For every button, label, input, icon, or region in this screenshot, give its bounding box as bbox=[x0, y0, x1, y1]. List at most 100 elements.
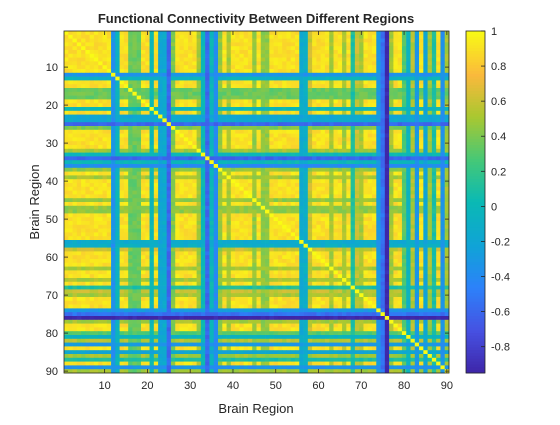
heatmap-cell bbox=[290, 145, 296, 150]
heatmap-cell bbox=[89, 221, 95, 226]
heatmap-cell bbox=[406, 236, 411, 241]
heatmap-cell bbox=[209, 141, 215, 146]
heatmap-cell bbox=[196, 88, 202, 93]
heatmap-cell bbox=[243, 99, 249, 104]
heatmap-cell bbox=[205, 198, 210, 203]
heatmap-cell bbox=[175, 46, 180, 51]
heatmap-cell bbox=[286, 152, 292, 157]
heatmap-cell bbox=[218, 107, 223, 112]
heatmap-cell bbox=[239, 95, 245, 100]
heatmap-cell bbox=[329, 65, 334, 70]
heatmap-cell bbox=[265, 129, 270, 134]
heatmap-cell bbox=[158, 167, 163, 172]
heatmap-cell bbox=[93, 232, 99, 237]
heatmap-cell bbox=[162, 145, 168, 150]
heatmap-cell bbox=[93, 72, 99, 77]
heatmap-cell bbox=[136, 137, 142, 142]
heatmap-cell bbox=[179, 103, 185, 108]
heatmap-cell bbox=[419, 53, 424, 58]
heatmap-cell bbox=[89, 42, 95, 47]
heatmap-cell bbox=[410, 160, 416, 165]
heatmap-cell bbox=[145, 34, 150, 39]
heatmap-cell bbox=[346, 103, 351, 108]
heatmap-cell bbox=[85, 217, 91, 222]
heatmap-cell bbox=[320, 205, 326, 210]
heatmap-cell bbox=[111, 42, 116, 47]
heatmap-cell bbox=[359, 179, 364, 184]
heatmap-cell bbox=[98, 228, 103, 233]
heatmap-cell bbox=[295, 65, 300, 70]
heatmap-cell bbox=[64, 133, 69, 138]
heatmap-cell bbox=[431, 31, 437, 36]
heatmap-cell bbox=[273, 88, 279, 93]
heatmap-cell bbox=[123, 76, 129, 81]
heatmap-cell bbox=[312, 42, 317, 47]
heatmap-cell bbox=[243, 202, 249, 207]
heatmap-cell bbox=[153, 110, 159, 115]
heatmap-cell bbox=[346, 156, 351, 161]
heatmap-cell bbox=[372, 133, 377, 138]
heatmap-cell bbox=[380, 137, 386, 142]
heatmap-cell bbox=[128, 46, 133, 51]
heatmap-cell bbox=[106, 126, 112, 131]
heatmap-cell bbox=[337, 156, 343, 161]
heatmap-cell bbox=[307, 61, 313, 66]
heatmap-cell bbox=[183, 224, 189, 229]
heatmap-cell bbox=[295, 38, 300, 43]
heatmap-cell bbox=[81, 126, 86, 131]
heatmap-cell bbox=[235, 34, 240, 39]
heatmap-cell bbox=[312, 194, 317, 199]
heatmap-cell bbox=[183, 50, 189, 55]
heatmap-cell bbox=[76, 202, 82, 207]
heatmap-cell bbox=[397, 34, 403, 39]
heatmap-cell bbox=[136, 57, 142, 62]
heatmap-cell bbox=[166, 129, 172, 134]
heatmap-cell bbox=[299, 103, 304, 108]
heatmap-cell bbox=[320, 160, 326, 165]
heatmap-cell bbox=[175, 224, 180, 229]
heatmap-cell bbox=[260, 183, 266, 188]
heatmap-cell bbox=[346, 38, 351, 43]
heatmap-cell bbox=[307, 183, 313, 188]
heatmap-cell bbox=[89, 133, 95, 138]
heatmap-cell bbox=[324, 91, 330, 96]
heatmap-cell bbox=[175, 232, 180, 237]
heatmap-cell bbox=[359, 232, 364, 237]
heatmap-cell bbox=[367, 103, 373, 108]
heatmap-cell bbox=[389, 232, 394, 237]
heatmap-cell bbox=[85, 183, 91, 188]
heatmap-cell bbox=[376, 57, 381, 62]
heatmap-cell bbox=[320, 80, 326, 85]
heatmap-cell bbox=[85, 91, 91, 96]
heatmap-cell bbox=[397, 152, 403, 157]
heatmap-cell bbox=[354, 126, 360, 131]
heatmap-cell bbox=[307, 186, 313, 191]
heatmap-cell bbox=[295, 118, 300, 123]
heatmap-cell bbox=[102, 175, 108, 180]
heatmap-cell bbox=[256, 84, 262, 89]
heatmap-cell bbox=[102, 232, 108, 237]
heatmap-cell bbox=[243, 164, 249, 169]
heatmap-cell bbox=[243, 183, 249, 188]
heatmap-cell bbox=[269, 38, 274, 43]
heatmap-cell bbox=[158, 156, 163, 161]
heatmap-cell bbox=[158, 213, 163, 218]
heatmap-cell bbox=[192, 186, 197, 191]
heatmap-cell bbox=[380, 164, 386, 169]
heatmap-cell bbox=[85, 69, 91, 74]
heatmap-cell bbox=[333, 209, 339, 214]
heatmap-cell bbox=[149, 137, 155, 142]
heatmap-cell bbox=[226, 186, 232, 191]
heatmap-cell bbox=[444, 205, 450, 210]
heatmap-cell bbox=[414, 80, 420, 85]
heatmap-cell bbox=[436, 160, 441, 165]
heatmap-cell bbox=[119, 221, 125, 226]
heatmap-cell bbox=[68, 107, 73, 112]
heatmap-cell bbox=[290, 69, 296, 74]
heatmap-cell bbox=[286, 53, 292, 58]
heatmap-cell bbox=[149, 34, 155, 39]
heatmap-cell bbox=[440, 31, 446, 36]
heatmap-cell bbox=[389, 152, 394, 157]
heatmap-cell bbox=[367, 221, 373, 226]
heatmap-cell bbox=[380, 186, 386, 191]
